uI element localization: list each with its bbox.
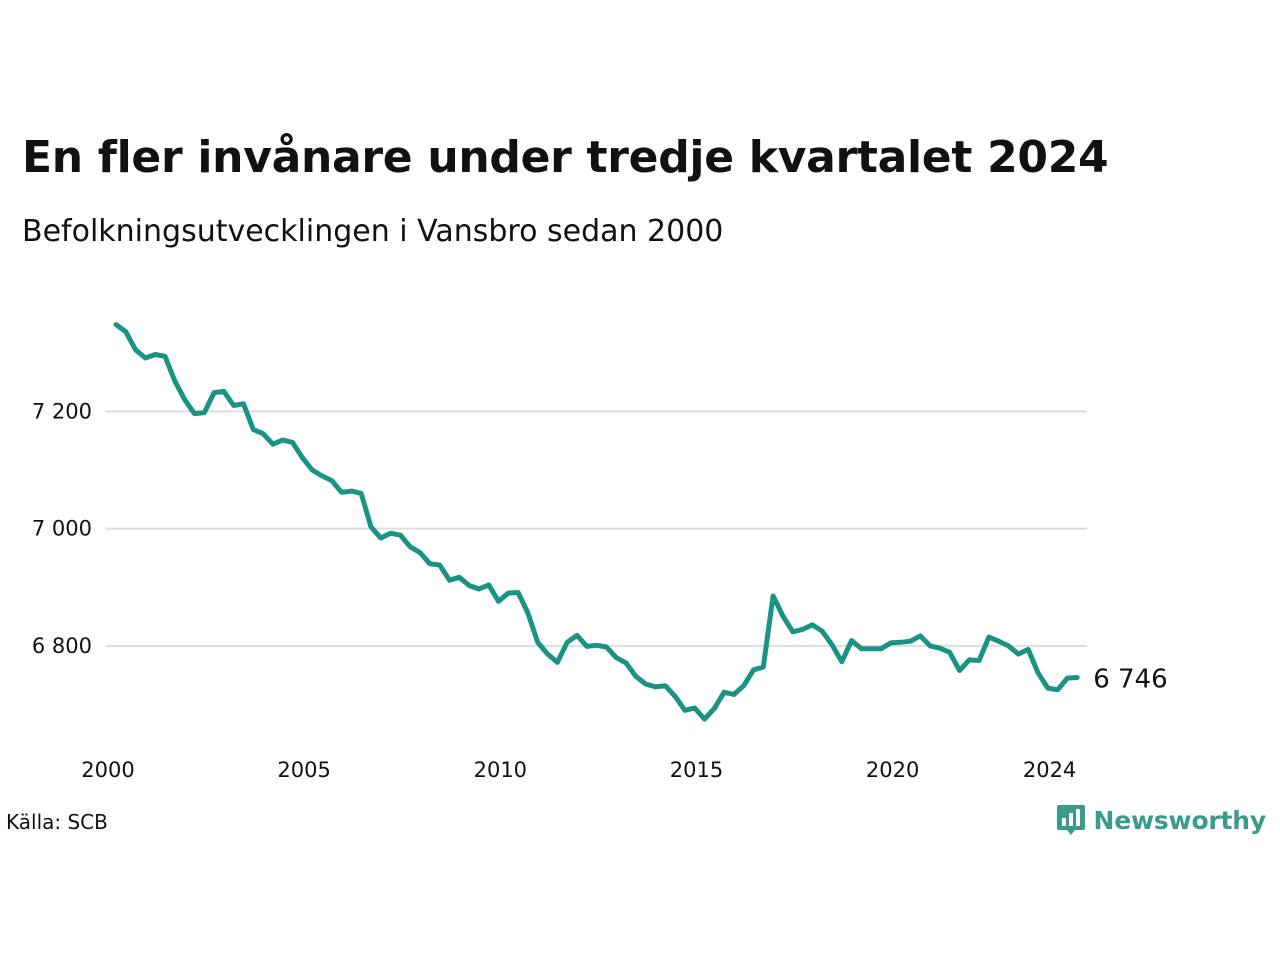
x-tick-label: 2005 [277,758,330,782]
chart-title: En fler invånare under tredje kvartalet … [22,132,1109,183]
x-tick-label: 2020 [866,758,919,782]
x-tick-label: 2000 [81,758,134,782]
y-tick-label: 6 800 [32,634,92,658]
y-tick-label: 7 200 [32,399,92,423]
source-note: Källa: SCB [6,810,108,834]
y-tick-label: 7 000 [32,517,92,541]
x-tick-label: 2024 [1023,758,1076,782]
x-axis-ticks: 2000 2005 2010 2015 2020 2024 [81,758,1076,782]
bar-chart-badge-icon [1056,805,1085,835]
brand-name: Newsworthy [1093,805,1267,835]
gridlines [106,410,1087,647]
x-tick-label: 2015 [670,758,723,782]
last-value-label: 6 746 [1093,665,1167,695]
y-axis-ticks: 6 800 7 000 7 200 [32,399,92,657]
newsworthy-logo: Newsworthy [1056,803,1267,837]
population-series-line [113,322,1080,722]
x-tick-label: 2010 [474,758,527,782]
chart-subtitle: Befolkningsutvecklingen i Vansbro sedan … [22,214,724,249]
